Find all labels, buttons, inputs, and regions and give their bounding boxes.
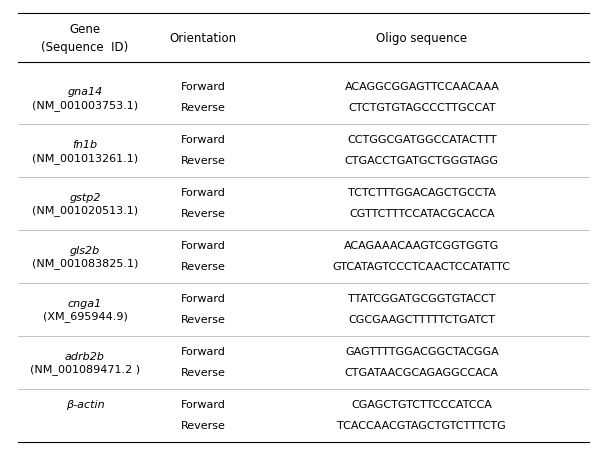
Text: Reverse: Reverse [181, 262, 226, 272]
Text: Forward: Forward [181, 240, 226, 250]
Text: adrb2b: adrb2b [65, 351, 105, 361]
Text: Forward: Forward [181, 135, 226, 145]
Text: (XM_695944.9): (XM_695944.9) [42, 311, 127, 322]
Text: CTGATAACGCAGAGGCCACA: CTGATAACGCAGAGGCCACA [345, 367, 499, 377]
Text: CTGACCTGATGCTGGGTAGG: CTGACCTGATGCTGGGTAGG [345, 156, 499, 166]
Text: (NM_001003753.1): (NM_001003753.1) [32, 100, 138, 110]
Text: CTCTGTGTAGCCCTTGCCAT: CTCTGTGTAGCCCTTGCCAT [348, 103, 496, 113]
Text: Gene
(Sequence  ID): Gene (Sequence ID) [41, 23, 129, 54]
Text: Forward: Forward [181, 293, 226, 303]
Text: fn1b: fn1b [72, 140, 98, 150]
Text: Forward: Forward [181, 346, 226, 356]
Text: GTCATAGTCCCTCAACTCCATATTC: GTCATAGTCCCTCAACTCCATATTC [333, 262, 511, 272]
Text: TCTCTTTGGACAGCTGCCTA: TCTCTTTGGACAGCTGCCTA [348, 188, 496, 198]
Text: Reverse: Reverse [181, 103, 226, 113]
Text: GAGTTTTGGACGGCTACGGA: GAGTTTTGGACGGCTACGGA [345, 346, 499, 356]
Text: (NM_001083825.1): (NM_001083825.1) [32, 258, 138, 269]
Text: β-actin: β-actin [66, 399, 104, 409]
Text: TTATCGGATGCGGTGTACCT: TTATCGGATGCGGTGTACCT [348, 293, 495, 303]
Text: Reverse: Reverse [181, 314, 226, 324]
Text: Oligo sequence: Oligo sequence [376, 32, 467, 45]
Text: cnga1: cnga1 [68, 299, 102, 308]
Text: (NM_001089471.2 ): (NM_001089471.2 ) [30, 364, 140, 374]
Text: CGTTCTTTCCATACGCACCA: CGTTCTTTCCATACGCACCA [349, 209, 495, 219]
Text: (NM_001013261.1): (NM_001013261.1) [32, 152, 138, 163]
Text: Reverse: Reverse [181, 209, 226, 219]
Text: Reverse: Reverse [181, 420, 226, 430]
Text: Reverse: Reverse [181, 367, 226, 377]
Text: gna14: gna14 [67, 87, 103, 97]
Text: TCACCAACGTAGCTGTCTTTCTG: TCACCAACGTAGCTGTCTTTCTG [337, 420, 506, 430]
Text: Reverse: Reverse [181, 156, 226, 166]
Text: ACAGAAACAAGTCGGTGGTG: ACAGAAACAAGTCGGTGGTG [344, 240, 500, 250]
Text: (NM_001020513.1): (NM_001020513.1) [32, 205, 138, 216]
Text: CGAGCTGTCTTCCCATCCA: CGAGCTGTCTTCCCATCCA [351, 399, 492, 409]
Text: CGCGAAGCTTTTTCTGATCT: CGCGAAGCTTTTTCTGATCT [348, 314, 495, 324]
Text: Forward: Forward [181, 188, 226, 198]
Text: ACAGGCGGAGTTCCAACAAA: ACAGGCGGAGTTCCAACAAA [344, 82, 500, 92]
Text: CCTGGCGATGGCCATACTTT: CCTGGCGATGGCCATACTTT [347, 135, 497, 145]
Text: Orientation: Orientation [170, 32, 237, 45]
Text: Forward: Forward [181, 399, 226, 409]
Text: gls2b: gls2b [70, 246, 100, 256]
Text: Forward: Forward [181, 82, 226, 92]
Text: gstp2: gstp2 [69, 193, 101, 203]
